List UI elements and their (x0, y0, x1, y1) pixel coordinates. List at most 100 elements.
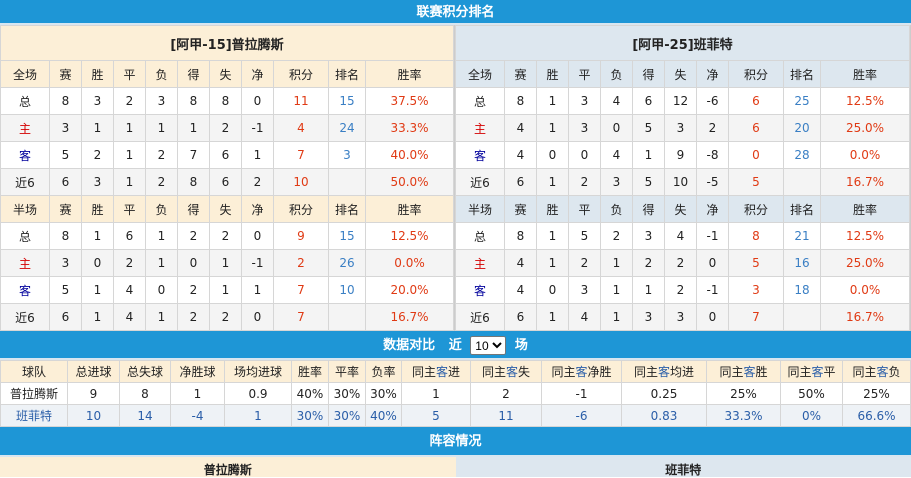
cell: 2 (665, 250, 697, 277)
column-header: 失 (210, 61, 242, 88)
column-header: 同主客胜 (707, 361, 781, 383)
cell: 2 (210, 304, 242, 331)
cell: 0 (537, 277, 569, 304)
column-header: 胜率 (821, 196, 910, 223)
cell: 总 (1, 88, 50, 115)
cell: 1 (242, 277, 274, 304)
cell: 1 (114, 115, 146, 142)
cell: 30% (329, 383, 366, 405)
cell: 5 (729, 250, 784, 277)
cell: 1 (537, 250, 569, 277)
column-header: 同主客负 (843, 361, 911, 383)
column-header: 胜率 (366, 61, 454, 88)
cell: 5 (569, 223, 601, 250)
recent-games-select[interactable]: 10 (470, 336, 506, 355)
cell: 2 (665, 277, 697, 304)
cell: 12.5% (821, 223, 910, 250)
cell: 25.0% (821, 115, 910, 142)
column-header: 净 (697, 61, 729, 88)
cell: 1 (146, 250, 178, 277)
cell: 2 (274, 250, 329, 277)
cell: 20.0% (366, 277, 454, 304)
lineup-home-team: 普拉腾斯 (0, 457, 456, 477)
cell: 0 (242, 88, 274, 115)
cell: 16.7% (821, 304, 910, 331)
cell: 1 (114, 169, 146, 196)
cell: 1 (601, 250, 633, 277)
cell: 50.0% (366, 169, 454, 196)
cell: -4 (171, 405, 225, 427)
comparison-bar: 数据对比 近 10 场 (0, 331, 911, 360)
cell: 8 (178, 169, 210, 196)
cell: 2 (242, 169, 274, 196)
column-header: 积分 (729, 196, 784, 223)
cell: 6 (50, 304, 82, 331)
cell: 1 (537, 304, 569, 331)
cell: 1 (537, 115, 569, 142)
cell: 主 (456, 250, 505, 277)
cell: 1 (402, 383, 471, 405)
cell: 2 (146, 169, 178, 196)
cell: 2 (601, 223, 633, 250)
cell: 15 (329, 88, 366, 115)
column-header: 半场 (1, 196, 50, 223)
cell: 1 (82, 115, 114, 142)
cell: 25% (707, 383, 781, 405)
cell: 16 (784, 250, 821, 277)
column-header: 积分 (729, 61, 784, 88)
cell: 4 (505, 250, 537, 277)
cell: 8 (210, 88, 242, 115)
cell: 4 (114, 277, 146, 304)
column-header: 积分 (274, 196, 329, 223)
cell: 客 (456, 277, 505, 304)
cell: 总 (456, 223, 505, 250)
column-header: 净 (242, 61, 274, 88)
cell: 7 (274, 277, 329, 304)
cell: 8 (729, 223, 784, 250)
column-header: 胜 (537, 61, 569, 88)
cell: 4 (601, 88, 633, 115)
cell: 30% (329, 405, 366, 427)
cell: 9 (274, 223, 329, 250)
column-header: 平 (114, 196, 146, 223)
cell: 0.0% (366, 250, 454, 277)
cell: 1 (171, 383, 225, 405)
cell: 主 (1, 250, 50, 277)
cell: 6 (210, 169, 242, 196)
cell: 5 (50, 277, 82, 304)
cell: 66.6% (843, 405, 911, 427)
column-header: 负 (146, 196, 178, 223)
cell: 0 (537, 142, 569, 169)
cell: 主 (1, 115, 50, 142)
cell: 24 (329, 115, 366, 142)
cell: 2 (114, 88, 146, 115)
cell: 1 (146, 304, 178, 331)
column-header: 得 (633, 196, 665, 223)
cell: 1 (210, 277, 242, 304)
cell: 1 (537, 223, 569, 250)
cell: 总 (456, 88, 505, 115)
cell: 8 (505, 88, 537, 115)
column-header: 赛 (50, 196, 82, 223)
column-header: 胜率 (366, 196, 454, 223)
cell: 近6 (456, 169, 505, 196)
half-header-row: 半场赛胜平负得失净积分排名胜率 (456, 196, 910, 223)
recent-suffix: 场 (515, 338, 528, 353)
cell: 客 (1, 277, 50, 304)
column-header: 负 (601, 61, 633, 88)
cell: 3 (82, 169, 114, 196)
standings-title: 联赛积分排名 (0, 0, 911, 25)
cell: 1 (146, 115, 178, 142)
cell: 6 (210, 142, 242, 169)
cell: 6 (505, 169, 537, 196)
cell: 4 (505, 142, 537, 169)
cell: 10 (274, 169, 329, 196)
column-header: 胜 (82, 196, 114, 223)
column-header: 胜 (537, 196, 569, 223)
cell: 0% (781, 405, 843, 427)
